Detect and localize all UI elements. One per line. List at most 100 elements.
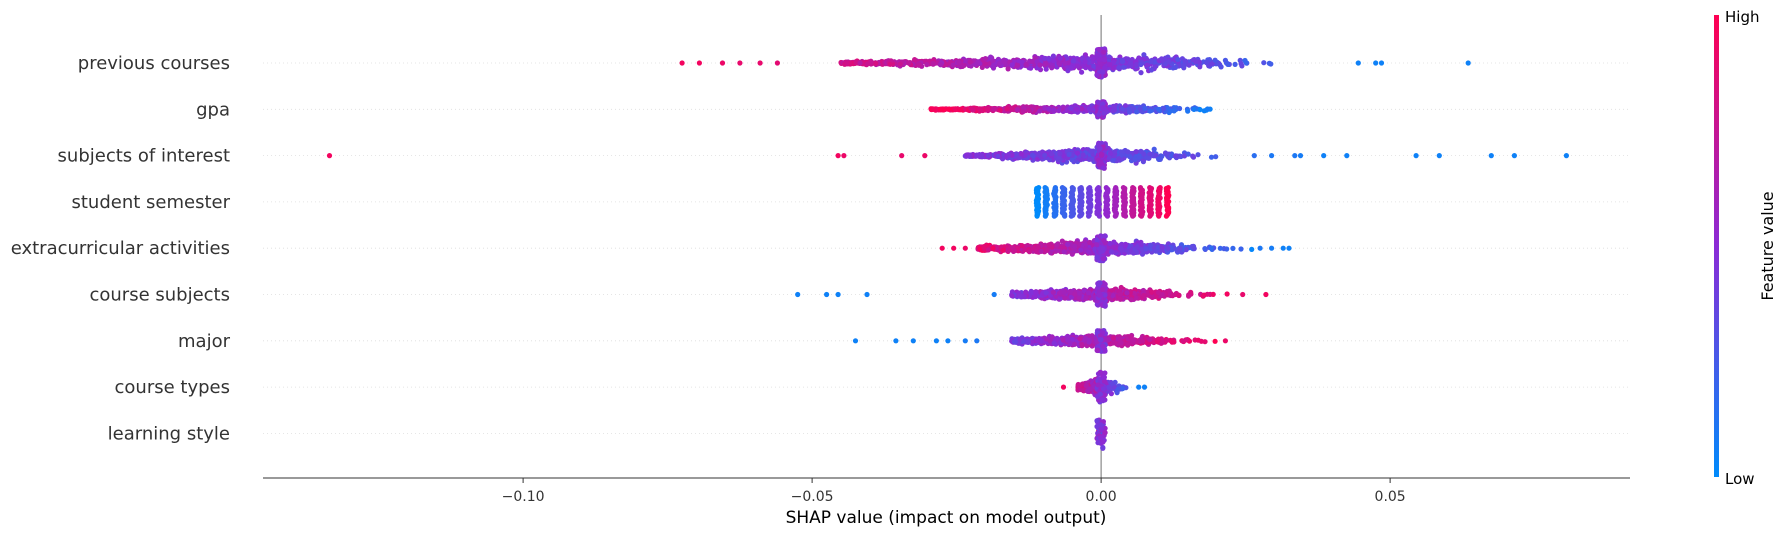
shap-point bbox=[930, 106, 937, 112]
shap-point bbox=[865, 61, 871, 67]
shap-point bbox=[1000, 247, 1006, 253]
shap-point bbox=[1062, 295, 1068, 301]
shap-point bbox=[1175, 56, 1181, 63]
shap-point bbox=[1057, 151, 1063, 157]
feature-swarm bbox=[928, 99, 1213, 120]
feature-swarm bbox=[939, 233, 1292, 264]
shap-point bbox=[1044, 247, 1050, 253]
shap-point bbox=[1155, 290, 1162, 296]
shap-point bbox=[1141, 52, 1147, 58]
shap-point bbox=[1167, 108, 1174, 114]
shap-point bbox=[1138, 148, 1144, 154]
shap-point bbox=[1100, 69, 1106, 75]
shap-point bbox=[795, 291, 801, 298]
shap-point bbox=[1061, 289, 1067, 295]
shap-point bbox=[1075, 63, 1081, 69]
feature-swarm bbox=[679, 46, 1471, 80]
shap-point bbox=[1148, 58, 1154, 65]
shap-point bbox=[1212, 57, 1218, 63]
shap-point bbox=[899, 153, 905, 159]
shap-point bbox=[938, 62, 944, 68]
shap-point bbox=[1094, 52, 1100, 59]
shap-point bbox=[1263, 291, 1269, 298]
shap-point bbox=[1042, 55, 1048, 62]
shap-point bbox=[1101, 49, 1107, 55]
shap-point bbox=[1139, 251, 1146, 257]
shap-point bbox=[1087, 64, 1093, 70]
shap-point bbox=[1095, 65, 1101, 71]
shap-point bbox=[1128, 62, 1134, 68]
shap-point bbox=[991, 291, 997, 298]
shap-point bbox=[951, 245, 957, 251]
shap-point bbox=[1004, 106, 1010, 112]
shap-point bbox=[1094, 72, 1100, 78]
shap-point bbox=[1191, 106, 1197, 112]
shap-point bbox=[719, 60, 726, 66]
shap-point bbox=[1037, 108, 1043, 114]
shap-point bbox=[326, 153, 333, 159]
shap-point bbox=[1217, 245, 1223, 251]
shap-point bbox=[1046, 242, 1052, 248]
shap-point bbox=[1046, 56, 1052, 62]
shap-point bbox=[985, 247, 992, 253]
shap-point bbox=[1035, 244, 1041, 250]
shap-point bbox=[1156, 156, 1162, 162]
shap-point bbox=[1163, 213, 1169, 219]
feature-swarm bbox=[795, 280, 1269, 309]
shap-point bbox=[1156, 213, 1162, 219]
feature-label: course subjects bbox=[89, 285, 230, 306]
shap-point bbox=[1147, 242, 1153, 248]
feature-label: major bbox=[178, 331, 231, 352]
shap-point bbox=[1118, 245, 1124, 251]
shap-point bbox=[1018, 151, 1025, 157]
shap-point bbox=[757, 60, 763, 66]
shap-point bbox=[1073, 106, 1079, 112]
shap-point bbox=[841, 153, 847, 159]
shap-point bbox=[1195, 152, 1201, 158]
shap-point bbox=[937, 106, 943, 112]
shap-point bbox=[1165, 245, 1171, 251]
shap-point bbox=[1142, 105, 1148, 111]
shap-point bbox=[1130, 213, 1136, 219]
shap-point bbox=[1100, 256, 1106, 262]
shap-point bbox=[1185, 108, 1191, 114]
shap-point bbox=[1030, 153, 1036, 159]
shap-point bbox=[985, 152, 991, 158]
shap-point bbox=[1465, 60, 1471, 66]
shap-point bbox=[1218, 64, 1224, 70]
shap-point bbox=[967, 59, 973, 65]
shap-point bbox=[1066, 151, 1072, 158]
shap-point bbox=[959, 106, 965, 112]
shap-point bbox=[1224, 291, 1230, 297]
shap-point bbox=[679, 60, 685, 66]
shap-point bbox=[1087, 239, 1093, 246]
shap-point bbox=[1268, 61, 1274, 67]
shap-point bbox=[1344, 153, 1350, 159]
shap-point bbox=[1094, 237, 1100, 243]
shap-point bbox=[1074, 150, 1081, 156]
shap-point bbox=[1009, 62, 1015, 68]
feature-swarm bbox=[1033, 185, 1172, 219]
shap-point bbox=[976, 106, 983, 112]
shap-point bbox=[1436, 153, 1442, 159]
shap-point bbox=[1128, 297, 1134, 303]
shap-point bbox=[1177, 245, 1183, 251]
shap-point bbox=[1094, 242, 1100, 248]
shap-point bbox=[1146, 155, 1152, 161]
shap-point bbox=[887, 61, 893, 67]
shap-point bbox=[1046, 106, 1052, 112]
shap-point bbox=[1112, 213, 1118, 219]
shap-point bbox=[1355, 60, 1361, 66]
shap-point bbox=[1321, 153, 1327, 159]
shap-point bbox=[1117, 291, 1123, 297]
shap-point bbox=[985, 106, 991, 112]
shap-point bbox=[1096, 292, 1103, 298]
shap-point bbox=[1193, 58, 1199, 65]
shap-point bbox=[857, 60, 863, 66]
shap-point bbox=[1269, 245, 1275, 251]
shap-point bbox=[1134, 61, 1140, 68]
shap-point bbox=[1200, 293, 1206, 299]
shap-point bbox=[995, 153, 1001, 159]
shap-point bbox=[1124, 290, 1130, 296]
shap-point bbox=[1170, 293, 1176, 299]
